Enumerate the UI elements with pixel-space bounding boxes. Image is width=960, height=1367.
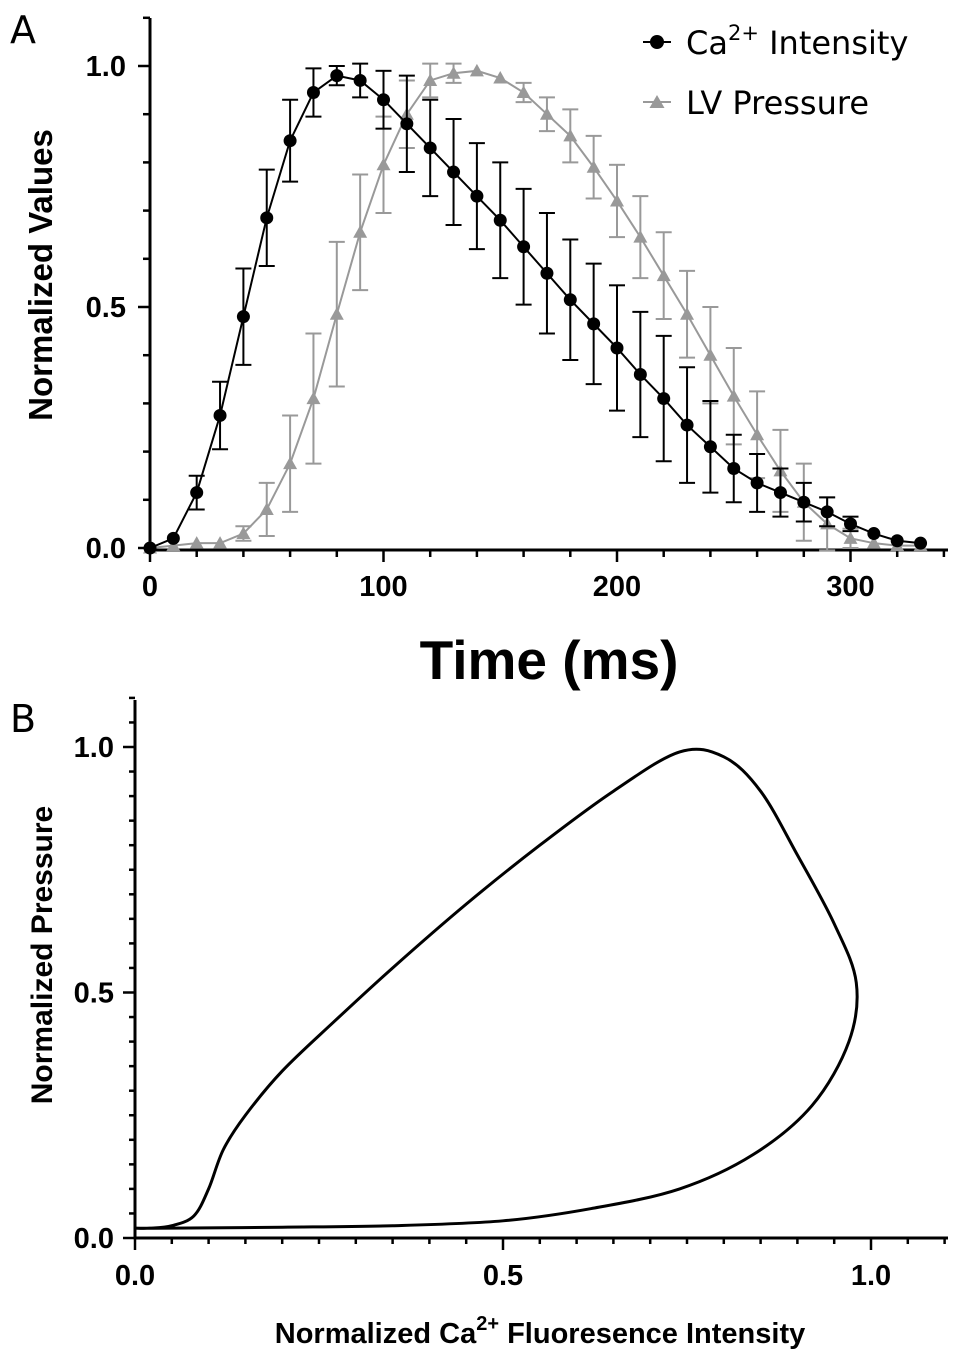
series-lv-point [306, 391, 321, 405]
series-ca-point [517, 240, 531, 254]
series-ca-point [680, 418, 694, 432]
series-ca-point [703, 440, 717, 454]
series-ca-point [143, 541, 157, 555]
series-ca-point [283, 134, 297, 148]
panel-a-x-tick-label: 300 [826, 571, 874, 603]
ca-pressure-loop [134, 747, 859, 1230]
series-ca-point [353, 73, 367, 87]
panel-b-chart: B 0.0 0.5 1.0 0.0 0.5 1.0 Normalized Pressur… [10, 696, 948, 1350]
series-lv-point [423, 73, 438, 86]
series-lv-point [446, 66, 461, 79]
panel-b-x-ticks: 0.0 0.5 1.0 [115, 1238, 946, 1292]
series-lv-point [283, 456, 298, 470]
ca-pressure-loop-path [134, 747, 859, 1230]
panel-b-y-ticks: 0.0 0.5 1.0 [74, 696, 135, 1255]
series-lv-point [726, 389, 741, 402]
series-ca-point [260, 211, 274, 225]
series-lv-point [259, 502, 274, 515]
series-ca-point [750, 476, 764, 490]
panel-a-legend: Ca2+ Intensity LV Pressure [643, 21, 908, 122]
series-lv-point [539, 107, 554, 120]
series-lv-point [750, 427, 765, 441]
series-ca-point [330, 69, 344, 83]
panel-b-x-tick-label: 1.0 [851, 1260, 891, 1292]
series-ca-point [633, 367, 647, 381]
series-ca-point [773, 486, 787, 500]
series-lv-point [236, 526, 251, 540]
panel-b-y-axis-title: Normalized Pressure [26, 806, 59, 1104]
panel-a-y-tick-label: 1.0 [86, 51, 126, 83]
series-ca-point [844, 517, 857, 531]
panel-a-x-tick-label: 100 [359, 571, 407, 603]
series-ca-point [563, 293, 577, 307]
series-lv-point [329, 307, 344, 320]
series-lv-point [680, 307, 695, 320]
series-ca-point [493, 213, 507, 227]
series-ca-point [914, 536, 928, 550]
panel-b-x-axis-title: Normalized Ca2+ Fluoresence Intensity [275, 1313, 805, 1350]
panel-a-x-tick-label: 200 [593, 571, 641, 603]
series-lv-point [189, 536, 204, 549]
series-ca-point [890, 534, 904, 548]
series-lv-point [586, 160, 601, 173]
legend-lv-marker [649, 95, 665, 108]
panel-b-x-tick-label: 0.5 [483, 1260, 523, 1292]
series-lv-pressure [143, 62, 928, 554]
panel-b-y-tick-label: 0.5 [74, 978, 114, 1010]
panel-a-y-ticks: 0.0 0.5 1.0 [86, 16, 150, 565]
panel-a-x-axis-title: Time (ms) [420, 629, 679, 691]
series-lv-point [633, 230, 648, 243]
series-ca-point [400, 117, 414, 131]
panel-a-y-tick-label: 0.0 [86, 533, 126, 565]
series-ca-line [149, 74, 921, 549]
series-ca-point [797, 495, 811, 509]
series-ca-point [867, 527, 881, 541]
panel-b-y-tick-label: 1.0 [74, 732, 114, 764]
series-lv-point [376, 157, 391, 171]
series-lv-point [563, 128, 578, 142]
series-ca-point [470, 189, 484, 203]
series-ca-point [657, 392, 671, 406]
series-ca-intensity [143, 62, 928, 555]
series-ca-point [727, 461, 741, 475]
series-lv-point [656, 268, 671, 282]
series-ca-point [423, 141, 437, 155]
series-lv-point [516, 85, 531, 99]
panel-b-letter: B [10, 697, 36, 741]
legend-lv-label: LV Pressure [686, 84, 869, 122]
series-lv-line [149, 69, 921, 549]
series-ca-point [540, 266, 554, 280]
series-ca-point [447, 165, 461, 179]
series-lv-point [610, 193, 624, 207]
series-ca-point [377, 93, 390, 107]
legend-ca-marker [650, 35, 664, 49]
series-ca-point [190, 486, 204, 500]
series-lv-point [703, 348, 718, 361]
series-lv-point [866, 536, 881, 549]
series-ca-point [587, 317, 601, 331]
series-lv-point [493, 71, 508, 84]
series-lv-point [213, 536, 228, 549]
panel-a-x-ticks: 0 100 200 300 [142, 550, 946, 603]
panel-a-letter: A [10, 8, 36, 52]
series-lv-point [353, 225, 368, 238]
panel-a-x-tick-label: 0 [142, 571, 158, 603]
series-ca-point [820, 505, 834, 519]
panel-a-chart: A 0.0 0.5 1.0 0 100 200 300 Normalized Values… [10, 8, 948, 691]
series-lv-point [843, 531, 858, 544]
panel-a-y-tick-label: 0.5 [86, 292, 126, 324]
panel-a-y-axis-title: Normalized Values [22, 129, 59, 421]
series-ca-point [306, 86, 320, 100]
panel-b-x-tick-label: 0.0 [115, 1260, 155, 1292]
series-ca-point [213, 408, 227, 422]
legend-ca-label: Ca2+ Intensity [686, 21, 908, 62]
series-lv-point [469, 63, 484, 77]
series-ca-point [610, 341, 624, 355]
series-ca-point [166, 531, 180, 545]
series-ca-point [236, 310, 250, 324]
panel-b-y-tick-label: 0.0 [74, 1223, 114, 1255]
